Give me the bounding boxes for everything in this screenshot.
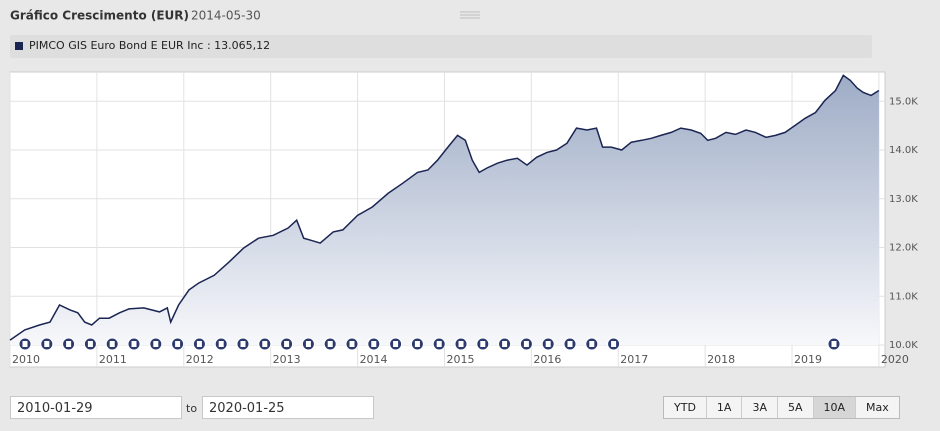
event-icon-glyph [349, 341, 355, 347]
event-icon [498, 337, 512, 351]
x-tick-label: 2016 [533, 353, 561, 366]
event-icon-glyph [502, 341, 508, 347]
x-tick-label: 2013 [273, 353, 301, 366]
legend-swatch [15, 42, 23, 50]
event-icon [607, 337, 621, 351]
event-icon-glyph [66, 341, 72, 347]
event-icon-glyph [284, 341, 290, 347]
event-icon [389, 337, 403, 351]
x-tick-label: 2017 [620, 353, 648, 366]
event-icon [258, 337, 272, 351]
event-icon [40, 337, 54, 351]
event-icon [323, 337, 337, 351]
event-icon-glyph [436, 341, 442, 347]
event-icon-glyph [327, 341, 333, 347]
event-icon [214, 337, 228, 351]
drag-grip [460, 11, 480, 19]
event-icon-glyph [218, 341, 224, 347]
event-icon-glyph [589, 341, 595, 347]
event-icon [541, 337, 555, 351]
event-icon [62, 337, 76, 351]
event-icon-glyph [831, 341, 837, 347]
event-icon-glyph [393, 341, 399, 347]
event-icon [345, 337, 359, 351]
y-tick-label: 11.0K [889, 291, 918, 302]
range-button[interactable]: YTD [664, 397, 707, 418]
y-tick-label: 10.0K [889, 340, 918, 351]
x-tick-label: 2020 [881, 353, 909, 366]
event-icon-glyph [109, 341, 115, 347]
from-date-input[interactable]: 2010-01-29 [10, 396, 182, 419]
event-icon [432, 337, 446, 351]
event-icon-glyph [22, 341, 28, 347]
event-icon-glyph [611, 341, 617, 347]
event-icon [83, 337, 97, 351]
event-icon [827, 337, 841, 351]
event-icon-glyph [87, 341, 93, 347]
event-icon [149, 337, 163, 351]
event-icon [476, 337, 490, 351]
range-buttons: YTD 1A 3A 5A 10A Max [663, 396, 900, 419]
x-tick-label: 2014 [360, 353, 388, 366]
y-tick-label: 13.0K [889, 194, 918, 205]
event-icon [171, 337, 185, 351]
range-button[interactable]: 5A [778, 397, 814, 418]
event-icon [563, 337, 577, 351]
x-tick-label: 2010 [12, 353, 40, 366]
event-icon-glyph [567, 341, 573, 347]
event-icon [18, 337, 32, 351]
to-label: to [186, 402, 198, 415]
legend-text: PIMCO GIS Euro Bond E EUR Inc : 13.065,1… [29, 39, 270, 52]
event-icon-glyph [480, 341, 486, 347]
event-icon [410, 337, 424, 351]
event-icon-glyph [153, 341, 159, 347]
event-icon [519, 337, 533, 351]
range-button[interactable]: 1A [707, 397, 743, 418]
event-icon [236, 337, 250, 351]
event-icon [105, 337, 119, 351]
event-icon-glyph [44, 341, 50, 347]
range-button[interactable]: Max [866, 401, 889, 414]
event-icon [367, 337, 381, 351]
event-icon-glyph [175, 341, 181, 347]
y-tick-label: 14.0K [889, 145, 918, 156]
event-icon [192, 337, 206, 351]
event-icon [454, 337, 468, 351]
event-icon-glyph [305, 341, 311, 347]
chart-subtitle: 2014-05-30 [191, 9, 261, 23]
event-icon [127, 337, 141, 351]
y-tick-label: 15.0K [889, 96, 918, 107]
x-tick-label: 2015 [446, 353, 474, 366]
event-icon-glyph [458, 341, 464, 347]
event-icon-glyph [240, 341, 246, 347]
y-tick-label: 12.0K [889, 243, 918, 254]
x-tick-label: 2011 [99, 353, 127, 366]
legend-bar [10, 35, 872, 58]
x-tick-label: 2019 [794, 353, 822, 366]
x-tick-label: 2012 [186, 353, 214, 366]
legend-value: : 13.065,12 [207, 39, 270, 52]
range-button[interactable]: 3A [742, 397, 778, 418]
event-icon-glyph [262, 341, 268, 347]
area-fill [10, 75, 879, 346]
chart-title: Gráfico Crescimento (EUR) [10, 9, 189, 23]
event-icon-glyph [414, 341, 420, 347]
to-date-input[interactable]: 2020-01-25 [202, 396, 374, 419]
range-button[interactable]: 10A [813, 397, 857, 418]
event-icon-glyph [371, 341, 377, 347]
legend-name: PIMCO GIS Euro Bond E EUR Inc [29, 39, 203, 52]
event-icon [301, 337, 315, 351]
event-icon-glyph [196, 341, 202, 347]
x-tick-label: 2018 [707, 353, 735, 366]
event-icon [280, 337, 294, 351]
event-icon-glyph [545, 341, 551, 347]
event-icon-glyph [131, 341, 137, 347]
series-line [9, 74, 880, 341]
event-icon-glyph [523, 341, 529, 347]
event-icon [585, 337, 599, 351]
